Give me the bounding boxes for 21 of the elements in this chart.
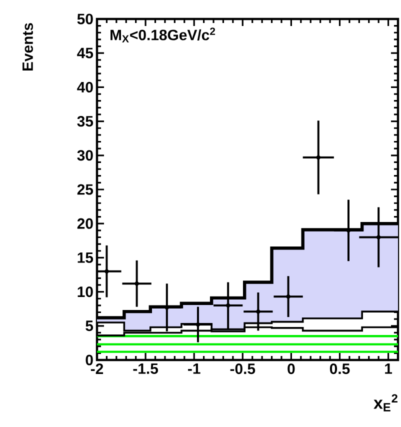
x-tick-label: -1 — [188, 364, 200, 374]
y-tick-label: 15 — [78, 252, 94, 263]
y-axis-title: Events — [22, 23, 33, 71]
y-tick-label: 50 — [77, 14, 93, 24]
y-tick-label: 30 — [77, 150, 93, 161]
x-tick-label: -1.5 — [133, 364, 158, 374]
x-tick-label: 1 — [385, 364, 392, 374]
x-tick-label: -0.5 — [230, 364, 256, 374]
y-tick-label: 25 — [77, 184, 94, 195]
annotation: M$_{X}$<0.18GeV/c$^{2}$ — [110, 28, 216, 42]
y-tick-label: 45 — [77, 48, 94, 58]
y-tick-label: 40 — [77, 82, 93, 92]
y-tick-label: 5 — [86, 320, 94, 332]
y-tick-label: 20 — [77, 218, 93, 229]
y-tick-label: 10 — [78, 286, 93, 298]
x-tick-label: 0.5 — [330, 364, 350, 374]
x-tick-label: 0 — [288, 364, 295, 374]
x-axis-title: x$_{E}$2 — [374, 394, 398, 412]
y-tick-label: 35 — [77, 116, 94, 127]
x-tick-label: -2 — [90, 364, 104, 374]
y-tick-label: 0 — [86, 354, 93, 366]
